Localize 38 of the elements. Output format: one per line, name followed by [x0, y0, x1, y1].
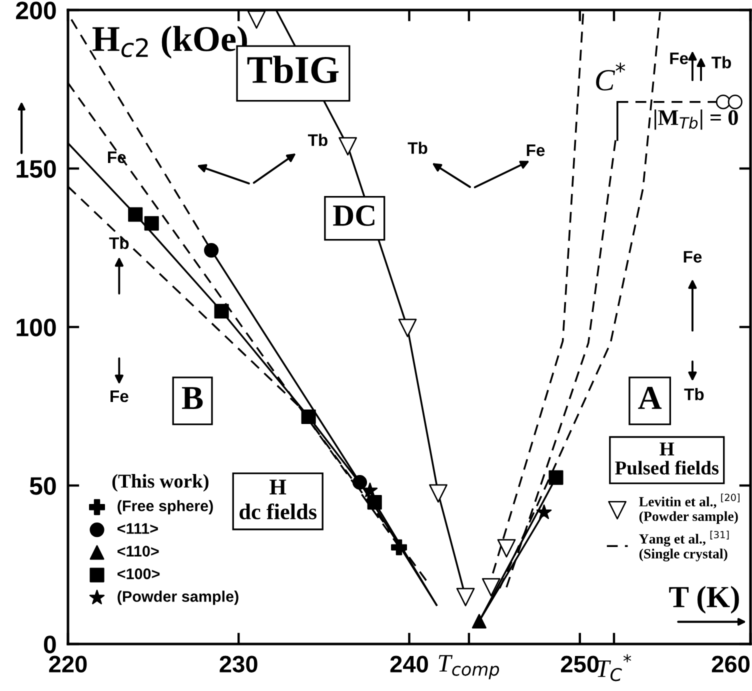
annotation: H Pulsed fields [615, 442, 719, 475]
x-axis-title: T (K) [669, 586, 739, 614]
annotation: Tb [684, 388, 704, 400]
annotation: C$^{*}$ [596, 62, 626, 91]
annotation: DC [333, 205, 374, 226]
annotation: Fe [110, 390, 128, 402]
annotation: Fe [526, 144, 545, 156]
x-tick-label: 220 [49, 656, 87, 672]
legend-label: Levitin et al., $^{[20]}$ (Powder sample) [639, 494, 740, 524]
x-tick-label: 250 [560, 656, 599, 672]
annotation: B [182, 387, 203, 409]
annotation: Tb [308, 134, 328, 146]
annotation: Tb [408, 142, 428, 154]
x-tick-label: 240 [390, 656, 428, 672]
x-tick-label: 230 [220, 656, 258, 672]
legend-title: (This work) [112, 474, 208, 492]
y-tick-label: 200 [16, 2, 56, 20]
legend-label: <100> [118, 568, 160, 580]
legend-label: Yang et al., $^{[31]}$ (Single crystal) [639, 530, 729, 562]
legend-label: (Free sphere) [118, 500, 213, 514]
y-tick-label: 50 [30, 477, 56, 495]
legend-label: (Powder sample) [118, 590, 238, 605]
x-tick-label: 260 [712, 656, 750, 672]
annotation: Tb [711, 56, 731, 68]
annotation: TbIG [247, 56, 339, 84]
annotation: Fe [670, 52, 688, 64]
x-tick-label: T$_{comp}$ [438, 655, 500, 680]
legend-label: <111> [118, 523, 158, 534]
legend-label: <110> [118, 546, 159, 557]
y-tick-label: 0 [44, 636, 56, 654]
annotation: Fe [108, 152, 126, 164]
annotation: |M$_{Tb}$| = 0 [654, 109, 738, 130]
annotation: H dc fields [240, 480, 317, 520]
y-tick-label: 100 [16, 318, 56, 336]
x-tick-label: T$_{C}$$^{*}$ [597, 654, 632, 682]
y-tick-label: 150 [16, 160, 56, 178]
annotation: Fe [684, 251, 702, 263]
annotation: A [638, 386, 662, 409]
